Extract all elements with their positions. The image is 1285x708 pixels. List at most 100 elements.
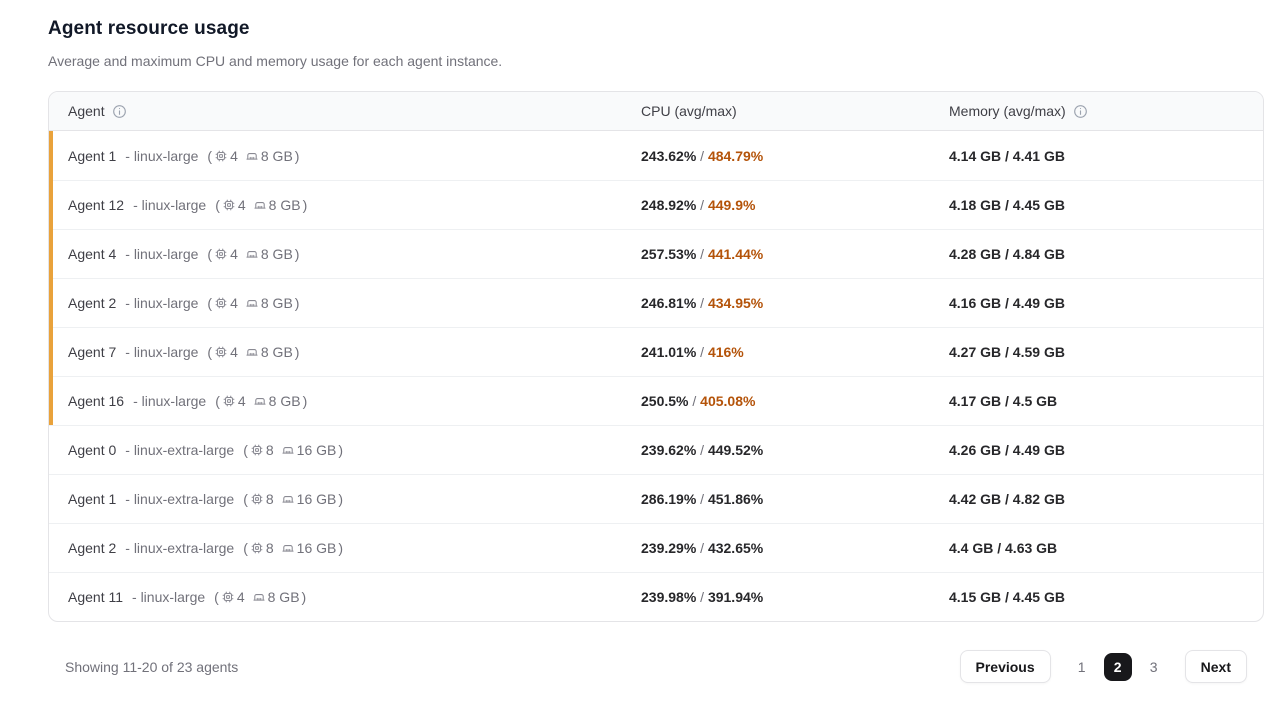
cpu-separator [688,393,700,409]
table-body: Agent 1 - linux-large 4 [49,131,1263,621]
cpu-avg: 243.62% [641,147,697,164]
agent-name: Agent 2 [68,540,117,556]
memory-value: 4.26 GB / 4.49 GB [949,442,1065,458]
cpu-max: 434.95% [707,295,764,311]
cpu-usage-cell: 241.01% 416% [622,344,930,360]
cpu-avg: 239.29% [641,540,697,556]
cpu-usage-cell: 250.5% 405.08% [622,393,930,409]
memory-icon [252,590,266,604]
memory-value: 4.17 GB / 4.5 GB [949,393,1058,409]
cpu-separator [696,344,708,360]
agent-type: - linux-large [125,344,199,360]
agent-cell: Agent 12 - linux-large 4 [49,197,622,213]
agent-ram: 16 GB [296,442,337,458]
table-row: Agent 4 - linux-large 4 [49,229,1263,278]
cpu-avg: 248.92% [641,197,697,213]
cpu-chip-icon [214,345,228,359]
cpu-chip-icon [221,590,235,604]
memory-value: 4.14 GB / 4.41 GB [949,147,1065,164]
agent-cell: Agent 11 - linux-large 4 [49,589,622,605]
agent-specs: 4 8 GB [207,295,299,311]
cpu-avg: 241.01% [641,344,697,360]
agent-ram: 8 GB [260,295,293,311]
previous-button[interactable]: Previous [959,650,1051,683]
memory-value: 4.28 GB / 4.84 GB [949,246,1065,262]
page-title: Agent resource usage [48,18,250,39]
agent-type: - linux-extra-large [125,491,235,507]
cpu-chip-icon [250,541,264,555]
agent-specs: 4 8 GB [207,344,299,360]
memory-usage-cell: 4.14 GB / 4.41 GB [930,148,1263,164]
cpu-separator [696,589,708,605]
agent-cores: 4 [237,197,246,213]
next-button[interactable]: Next [1184,650,1247,683]
memory-value: 4.42 GB / 4.82 GB [949,491,1065,507]
agent-cell: Agent 2 - linux-extra-large 8 [49,540,622,556]
memory-usage-cell: 4.15 GB / 4.45 GB [930,589,1263,605]
cpu-separator [696,491,708,507]
memory-icon [281,541,295,555]
cpu-max: 441.44% [707,246,764,262]
column-header-agent-label: Agent [68,103,105,119]
cpu-chip-icon [214,296,228,310]
agent-type: - linux-large [132,589,206,605]
page-button-3[interactable]: 3 [1140,653,1168,681]
cpu-separator [696,540,708,556]
agent-cell: Agent 7 - linux-large 4 [49,344,622,360]
agent-specs: 4 8 GB [215,393,307,409]
memory-value: 4.16 GB / 4.49 GB [949,295,1065,311]
agent-specs: 4 8 GB [214,589,306,605]
agent-usage-table: Agent CPU (avg/max) Memory (avg/max) [48,91,1264,622]
cpu-max: 432.65% [707,540,764,556]
cpu-chip-icon [250,443,264,457]
cpu-avg: 239.62% [641,442,697,458]
memory-usage-cell: 4.16 GB / 4.49 GB [930,295,1263,311]
cpu-separator [696,148,708,164]
cpu-chip-icon [214,149,228,163]
agent-ram: 8 GB [268,393,301,409]
table-row: Agent 12 - linux-large 4 [49,180,1263,229]
memory-value: 4.15 GB / 4.45 GB [949,589,1065,605]
cpu-chip-icon [222,394,236,408]
info-icon[interactable] [1073,104,1088,119]
agent-type: - linux-extra-large [125,442,235,458]
table-row: Agent 2 - linux-large 4 [49,278,1263,327]
table-row: Agent 16 - linux-large 4 [49,376,1263,425]
cpu-chip-icon [222,198,236,212]
agent-specs: 8 16 GB [243,442,343,458]
agent-cores: 4 [230,246,238,262]
agent-ram: 16 GB [296,540,337,556]
agent-cell: Agent 1 - linux-extra-large 8 [49,491,622,507]
column-header-memory: Memory (avg/max) [930,103,1263,119]
cpu-max: 391.94% [707,589,764,605]
agent-cell: Agent 16 - linux-large 4 [49,393,622,409]
agent-name: Agent 4 [68,246,117,262]
agent-ram: 8 GB [260,344,293,360]
agent-name: Agent 1 [68,147,117,164]
agent-type: - linux-large [125,147,199,164]
memory-icon [245,149,259,163]
memory-icon [253,198,267,212]
memory-usage-cell: 4.17 GB / 4.5 GB [930,393,1263,409]
agent-type: - linux-large [125,246,199,262]
table-row: Agent 7 - linux-large 4 [49,327,1263,376]
cpu-usage-cell: 248.92% 449.9% [622,197,930,213]
cpu-separator [696,442,708,458]
agent-type: - linux-extra-large [125,540,235,556]
cpu-usage-cell: 246.81% 434.95% [622,295,930,311]
agent-ram: 8 GB [260,147,293,164]
column-header-cpu: CPU (avg/max) [622,103,930,119]
agent-name: Agent 7 [68,344,117,360]
agent-name: Agent 16 [68,393,125,409]
page-button-2[interactable]: 2 [1103,652,1132,681]
agent-name: Agent 12 [68,197,125,213]
agent-cell: Agent 4 - linux-large 4 [49,246,622,262]
agent-type: - linux-large [133,393,207,409]
page-button-1[interactable]: 1 [1068,653,1096,681]
memory-icon [281,443,295,457]
agent-ram: 8 GB [260,246,293,262]
page: Agent resource usage Average and maximum… [0,0,1285,683]
info-icon[interactable] [112,104,127,119]
pagination-summary: Showing 11-20 of 23 agents [65,658,239,675]
